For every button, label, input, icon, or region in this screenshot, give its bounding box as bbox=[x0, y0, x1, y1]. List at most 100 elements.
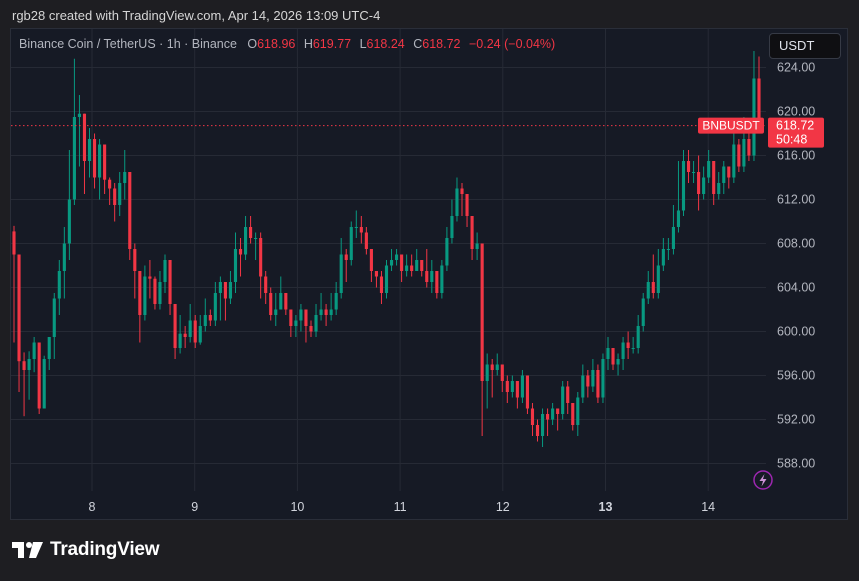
y-tick-label: 612.00 bbox=[777, 193, 815, 207]
candle-body bbox=[233, 249, 238, 282]
chart-panel[interactable]: 624.00 620.00 616.00 612.00 608.00 604.00 600.… bbox=[10, 28, 848, 520]
candle-body bbox=[495, 364, 499, 370]
candle-body bbox=[309, 326, 313, 332]
candle-body bbox=[697, 172, 701, 194]
candle-body bbox=[72, 117, 76, 200]
currency-button[interactable]: USDT bbox=[769, 33, 841, 59]
candle-body bbox=[485, 364, 489, 381]
candle-body bbox=[269, 293, 273, 315]
candle-body bbox=[535, 425, 540, 436]
candle-body bbox=[546, 414, 550, 420]
candle-body bbox=[561, 386, 565, 414]
x-tick-label: 13 bbox=[599, 500, 613, 514]
candle-body bbox=[349, 227, 353, 260]
candle-body bbox=[410, 265, 414, 271]
candle-body bbox=[223, 282, 227, 299]
y-tick-label: 596.00 bbox=[777, 369, 815, 383]
candle-body bbox=[480, 243, 484, 381]
candle-body bbox=[319, 309, 323, 315]
candle-body bbox=[455, 188, 459, 216]
tradingview-logo-icon bbox=[12, 542, 43, 558]
candle-body bbox=[676, 210, 681, 227]
symbol-legend: Binance Coin / TetherUS · 1h · Binance O… bbox=[19, 37, 560, 51]
open-value: 618.96 bbox=[257, 37, 296, 51]
candle-body bbox=[178, 333, 182, 348]
tradingview-brand[interactable]: TradingView bbox=[12, 538, 160, 562]
x-tick-label: 14 bbox=[701, 500, 715, 514]
candle-body bbox=[98, 144, 102, 178]
brand-name: TradingView bbox=[50, 539, 160, 560]
candle-body bbox=[334, 293, 338, 310]
candle-body bbox=[158, 282, 162, 304]
candle-body bbox=[42, 359, 46, 409]
candle-body bbox=[707, 161, 711, 178]
candle-body bbox=[264, 276, 268, 293]
candle-body bbox=[722, 166, 726, 183]
candle-body bbox=[359, 227, 363, 233]
candle-body bbox=[727, 166, 731, 178]
y-tick-label: 616.00 bbox=[777, 149, 815, 163]
candle-body bbox=[12, 231, 16, 255]
candle-body bbox=[717, 183, 721, 194]
candle-body bbox=[103, 144, 107, 180]
candle-body bbox=[510, 381, 514, 392]
candle-body bbox=[274, 309, 278, 315]
candle-body bbox=[148, 276, 152, 279]
candle-body bbox=[651, 282, 655, 293]
candle-body bbox=[591, 370, 595, 387]
candle-body bbox=[138, 271, 142, 315]
candle-body bbox=[576, 397, 580, 425]
candle-body bbox=[631, 348, 635, 349]
candle-body bbox=[213, 293, 217, 321]
candle-body bbox=[556, 408, 560, 414]
candle-body bbox=[601, 359, 605, 398]
candle-body bbox=[208, 315, 212, 321]
y-tick-label: 588.00 bbox=[777, 457, 815, 471]
candle-body bbox=[596, 370, 600, 398]
price-tag-value: 618.72 bbox=[776, 119, 814, 133]
candle-body bbox=[128, 172, 132, 249]
candle-body bbox=[133, 249, 137, 271]
candle-body bbox=[425, 271, 429, 282]
y-tick-label: 600.00 bbox=[777, 325, 815, 339]
candle-body bbox=[681, 161, 686, 211]
candle-body bbox=[611, 348, 615, 365]
candle-body bbox=[203, 315, 207, 326]
candle-body bbox=[173, 304, 177, 348]
candlestick-chart[interactable]: 624.00 620.00 616.00 612.00 608.00 604.00 600.… bbox=[11, 29, 848, 520]
candle-body bbox=[666, 249, 670, 250]
candle-body bbox=[32, 342, 36, 359]
candle-body bbox=[82, 113, 87, 161]
candle-body bbox=[279, 293, 283, 310]
candle-body bbox=[586, 375, 590, 387]
candle-body bbox=[540, 414, 545, 436]
candle-body bbox=[475, 243, 479, 249]
candle-body bbox=[661, 249, 665, 266]
candle-body bbox=[339, 254, 343, 293]
candle-body bbox=[379, 276, 384, 293]
candle-body bbox=[530, 408, 535, 425]
candle-body bbox=[525, 375, 530, 409]
price-tag bbox=[768, 117, 824, 148]
candle-body bbox=[712, 161, 716, 194]
low-value: 618.24 bbox=[366, 37, 405, 51]
high-label: H bbox=[303, 37, 313, 51]
candle-body bbox=[450, 216, 454, 238]
y-tick-label: 592.00 bbox=[777, 413, 815, 427]
candle-body bbox=[62, 243, 66, 271]
candle-body bbox=[304, 309, 308, 326]
candle-body bbox=[702, 177, 706, 194]
candle-body bbox=[228, 282, 233, 299]
candle-body bbox=[153, 278, 157, 304]
x-tick-label: 9 bbox=[191, 500, 198, 514]
candle-body bbox=[374, 271, 378, 277]
x-tick-label: 11 bbox=[394, 500, 407, 514]
candle-body bbox=[757, 78, 761, 126]
candle-body bbox=[686, 161, 691, 172]
candle-body bbox=[249, 227, 253, 238]
change-value: −0.24 (−0.04%) bbox=[469, 37, 556, 51]
candle-body bbox=[52, 298, 56, 337]
candle-body bbox=[344, 254, 348, 260]
candle-body bbox=[435, 271, 439, 293]
lightning-alert-icon bbox=[753, 470, 773, 490]
